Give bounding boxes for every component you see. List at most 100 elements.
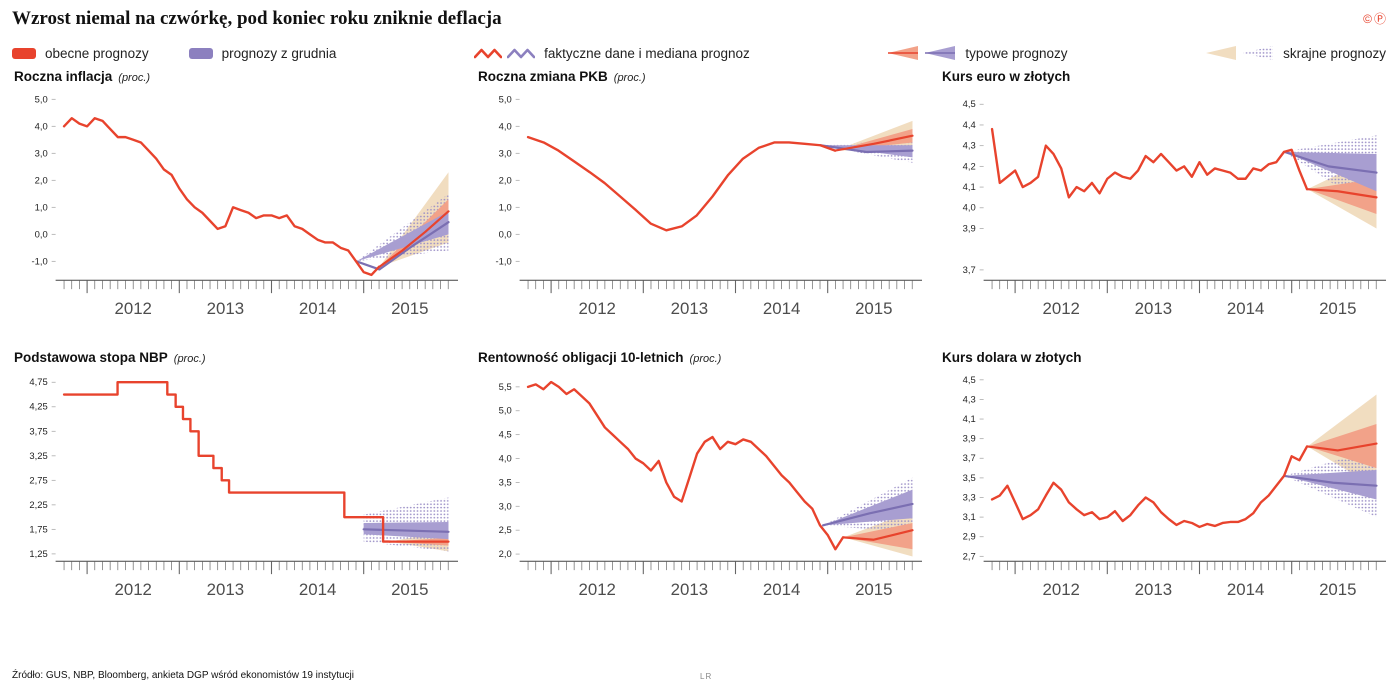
- chart-obligacje: Rentowność obligacji 10-letnich (proc.) 5,…: [476, 348, 924, 625]
- svg-text:2014: 2014: [763, 580, 800, 599]
- chart-title-euro: Kurs euro w złotych: [942, 69, 1388, 84]
- chart-title-text: Kurs euro w złotych: [942, 69, 1071, 84]
- svg-text:2,7: 2,7: [963, 550, 976, 561]
- svg-text:2013: 2013: [1135, 299, 1172, 318]
- svg-text:3,0: 3,0: [35, 147, 48, 158]
- svg-text:4,1: 4,1: [963, 413, 976, 424]
- legend-item-december: prognozy z grudnia: [188, 46, 336, 61]
- svg-text:2013: 2013: [671, 299, 708, 318]
- chart-canvas-obligacje: 5,5 5,0 4,5 4,0 3,5 3,0 2,5 2,0 2012 2013 2014 2015: [499, 381, 923, 599]
- svg-text:3,5: 3,5: [499, 476, 512, 487]
- legend-item-extreme: skrajne prognozy: [1205, 45, 1386, 61]
- dotted-fan-icon: [1243, 46, 1274, 60]
- svg-text:2,25: 2,25: [29, 498, 47, 509]
- svg-text:2013: 2013: [1135, 580, 1172, 599]
- chart-canvas-euro: 4,5 4,4 4,3 4,2 4,1 4,0 3,9 3,7 2012 2013 2014 2015: [963, 98, 1387, 318]
- press-icon: Ⓟ: [1373, 12, 1388, 26]
- legend-item-typical: typowe prognozy: [887, 45, 1067, 61]
- purple-fan-icon: [925, 46, 956, 60]
- svg-text:2,0: 2,0: [35, 174, 48, 185]
- chart-euro: Kurs euro w złotych 4,5 4,4 4,3 4,2 4,1 4,0 3,9…: [940, 67, 1388, 344]
- svg-text:0,0: 0,0: [35, 228, 48, 239]
- svg-text:3,0: 3,0: [499, 147, 512, 158]
- svg-text:3,75: 3,75: [29, 425, 47, 436]
- chart-title-text: Kurs dolara w złotych: [942, 349, 1082, 365]
- chart-title-stopa-nbp: Podstawowa stopa NBP (proc.): [14, 350, 460, 365]
- chart-unit-label: (proc.): [118, 72, 151, 84]
- svg-text:2015: 2015: [855, 580, 892, 599]
- legend-item-current: obecne prognozy: [12, 46, 149, 61]
- chart-stopa-nbp: Podstawowa stopa NBP (proc.) 4,75 4,25 3,75 3…: [12, 348, 460, 625]
- chart-pkb: Roczna zmiana PKB (proc.) 5,0 4,0 3,0 2,0 1,0 0…: [476, 67, 924, 344]
- svg-text:4,75: 4,75: [29, 376, 47, 387]
- chart-canvas-inflacja: 5,0 4,0 3,0 2,0 1,0 0,0 -1,0 2012 2013 2014 2015: [31, 93, 459, 318]
- rights-marks: ©Ⓟ: [1363, 10, 1388, 27]
- chart-title-inflacja: Roczna inflacja (proc.): [14, 69, 460, 84]
- chart-title-pkb: Roczna zmiana PKB (proc.): [478, 69, 924, 84]
- svg-text:3,3: 3,3: [963, 491, 976, 502]
- svg-text:2,75: 2,75: [29, 474, 47, 485]
- chart-unit-label: (proc.): [173, 352, 206, 365]
- svg-text:3,7: 3,7: [963, 264, 976, 275]
- purple-zigzag-line-icon: [507, 48, 536, 58]
- svg-text:4,2: 4,2: [963, 160, 976, 171]
- svg-text:2014: 2014: [1227, 580, 1264, 599]
- chart-title-text: Roczna inflacja: [14, 69, 113, 84]
- svg-text:5,5: 5,5: [499, 381, 512, 392]
- legend-swatch-group: obecne prognozy prognozy z grudnia: [12, 46, 336, 61]
- red-zigzag-line-icon: [474, 48, 503, 58]
- svg-text:2012: 2012: [114, 580, 151, 599]
- svg-text:3,9: 3,9: [963, 432, 976, 443]
- svg-text:4,4: 4,4: [963, 119, 976, 130]
- chart-canvas-stopa-nbp: 4,75 4,25 3,75 3,25 2,75 2,25 1,75 1,25 2012 2013…: [29, 376, 459, 599]
- chart-inflacja: Roczna inflacja (proc.) 5,0 4,0 3,0 2,0 1,0 0,0…: [12, 67, 460, 344]
- header: Wzrost niemal na czwórkę, pod koniec rok…: [12, 8, 1388, 30]
- svg-text:2015: 2015: [391, 580, 428, 599]
- svg-text:1,25: 1,25: [29, 548, 47, 559]
- author-credit: LR: [700, 672, 713, 681]
- legend-label-current: obecne prognozy: [45, 45, 149, 61]
- chart-canvas-pkb: 5,0 4,0 3,0 2,0 1,0 0,0 -1,0 2012 2013 2014 2015: [495, 93, 923, 318]
- svg-text:2012: 2012: [578, 299, 615, 318]
- legend-label-typical: typowe prognozy: [965, 45, 1068, 61]
- copyright-icon: ©: [1363, 12, 1374, 26]
- svg-text:4,3: 4,3: [963, 140, 976, 151]
- legend-label-actual-median: faktyczne dane i mediana prognoz: [544, 45, 750, 61]
- svg-text:2014: 2014: [763, 299, 800, 318]
- svg-text:3,25: 3,25: [29, 449, 47, 460]
- svg-text:4,0: 4,0: [963, 202, 976, 213]
- svg-text:2014: 2014: [1227, 299, 1264, 318]
- svg-text:4,5: 4,5: [963, 373, 976, 384]
- svg-text:2012: 2012: [1042, 299, 1079, 318]
- december-forecast-swatch-icon: [188, 47, 213, 59]
- svg-text:4,25: 4,25: [29, 400, 47, 411]
- svg-text:0,0: 0,0: [499, 228, 512, 239]
- svg-text:3,0: 3,0: [499, 500, 512, 511]
- chart-title-text: Podstawowa stopa NBP: [14, 349, 168, 365]
- chart-title-text: Rentowność obligacji 10-letnich: [478, 349, 684, 365]
- charts-grid: Roczna inflacja (proc.) 5,0 4,0 3,0 2,0 1,0 0,0…: [12, 67, 1388, 624]
- svg-text:4,1: 4,1: [963, 181, 976, 192]
- legend-label-extreme: skrajne prognozy: [1283, 45, 1386, 61]
- svg-text:4,5: 4,5: [963, 98, 976, 109]
- svg-text:2,5: 2,5: [499, 524, 512, 535]
- svg-text:2,0: 2,0: [499, 548, 512, 559]
- page-title: Wzrost niemal na czwórkę, pod koniec rok…: [12, 8, 502, 29]
- legend-item-actual-median: faktyczne dane i mediana prognoz: [474, 46, 750, 61]
- svg-text:2014: 2014: [299, 299, 336, 318]
- source-note: Źródło: GUS, NBP, Bloomberg, ankieta DGP…: [12, 670, 355, 681]
- svg-text:2012: 2012: [1042, 580, 1079, 599]
- chart-title-text: Roczna zmiana PKB: [478, 69, 608, 84]
- svg-text:2013: 2013: [207, 580, 244, 599]
- current-forecast-swatch-icon: [12, 47, 36, 59]
- svg-text:5,0: 5,0: [499, 93, 512, 104]
- svg-text:2014: 2014: [299, 580, 336, 599]
- orange-fan-icon: [888, 46, 919, 60]
- svg-text:2,9: 2,9: [963, 530, 976, 541]
- chart-title-dolar: Kurs dolara w złotych: [942, 350, 1388, 365]
- svg-text:3,5: 3,5: [963, 472, 976, 483]
- legend: obecne prognozy prognozy z grudnia fakty…: [12, 45, 1386, 61]
- svg-text:5,0: 5,0: [35, 93, 48, 104]
- svg-text:4,3: 4,3: [963, 393, 976, 404]
